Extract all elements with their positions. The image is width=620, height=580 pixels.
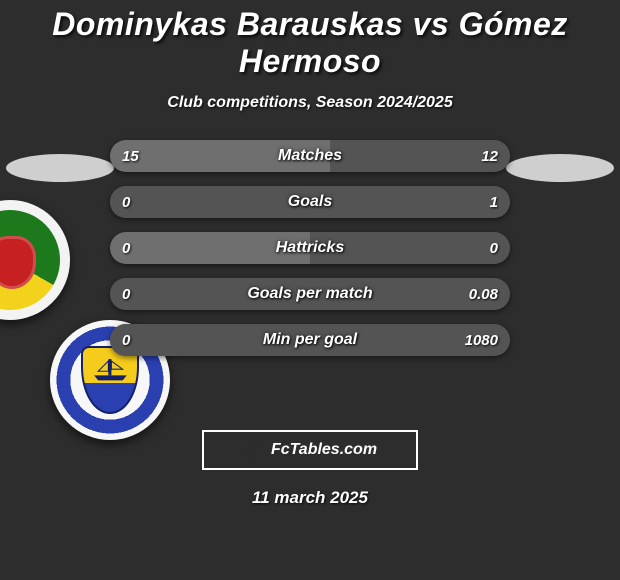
source-badge: FcTables.com xyxy=(202,430,418,470)
chart-icon xyxy=(243,439,265,461)
player-right-ellipse xyxy=(504,150,616,186)
stat-left-value: 0 xyxy=(122,232,130,264)
date-label: 11 march 2025 xyxy=(0,488,620,508)
stat-bar: 1512Matches xyxy=(110,140,510,172)
subtitle: Club competitions, Season 2024/2025 xyxy=(0,94,620,112)
stat-right-value: 12 xyxy=(481,140,498,172)
stat-bar-left-fill xyxy=(110,140,330,172)
stat-right-value: 1 xyxy=(490,186,498,218)
comparison-canvas: Dominykas Barauskas vs Gómez Hermoso Clu… xyxy=(0,0,620,580)
stat-left-value: 0 xyxy=(122,278,130,310)
stat-bar-right-fill xyxy=(110,186,510,218)
source-label: FcTables.com xyxy=(271,441,377,459)
stat-bar: 00Hattricks xyxy=(110,232,510,264)
stat-bar-right-fill xyxy=(110,324,510,356)
stat-bar: 01080Min per goal xyxy=(110,324,510,356)
stat-bar: 01Goals xyxy=(110,186,510,218)
stat-bars: 1512Matches01Goals00Hattricks00.08Goals … xyxy=(110,140,510,356)
stat-left-value: 15 xyxy=(122,140,139,172)
stat-right-value: 0.08 xyxy=(469,278,498,310)
stat-bar-right-fill xyxy=(310,232,510,264)
stat-bar-right-fill xyxy=(110,278,510,310)
club-left-logo xyxy=(0,200,70,320)
stat-bar-left-fill xyxy=(110,232,310,264)
stat-right-value: 0 xyxy=(490,232,498,264)
page-title: Dominykas Barauskas vs Gómez Hermoso xyxy=(0,0,620,80)
stat-left-value: 0 xyxy=(122,186,130,218)
stat-left-value: 0 xyxy=(122,324,130,356)
ship-icon xyxy=(90,356,131,382)
stat-bar: 00.08Goals per match xyxy=(110,278,510,310)
stat-right-value: 1080 xyxy=(465,324,498,356)
player-left-ellipse xyxy=(4,150,116,186)
comparison-stage: 1512Matches01Goals00Hattricks00.08Goals … xyxy=(0,140,620,400)
